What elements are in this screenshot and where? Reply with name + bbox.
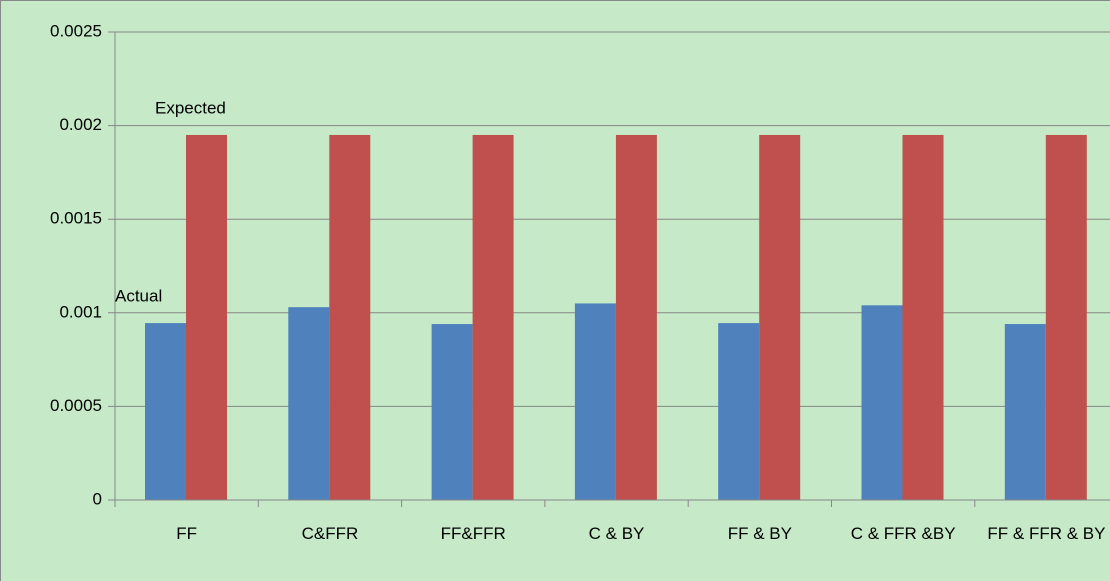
bar [902, 134, 944, 500]
y-tick-label: 0.001 [59, 302, 102, 321]
y-tick-label: 0.0015 [50, 209, 102, 228]
series-label: Expected [155, 98, 226, 117]
bar [759, 134, 801, 500]
bar [145, 323, 186, 500]
bar [574, 303, 616, 500]
bar [615, 134, 657, 500]
bar [861, 305, 903, 500]
x-tick-label: FF&FFR [440, 524, 506, 543]
bar [1045, 134, 1087, 500]
bar [431, 324, 473, 500]
series-label: Actual [115, 287, 162, 306]
x-tick-label: FF & BY [727, 524, 792, 543]
x-tick-label: FF [176, 524, 198, 543]
y-tick-label: 0.002 [59, 115, 102, 134]
x-tick-label: C & BY [588, 524, 645, 543]
bar [718, 323, 760, 500]
x-tick-label: C&FFR [301, 524, 359, 543]
y-tick-label: 0.0005 [50, 396, 102, 415]
y-tick-label: 0.0025 [50, 21, 102, 40]
bar [288, 307, 330, 500]
y-tick-label: 0 [93, 489, 102, 508]
bar [329, 134, 371, 500]
bar [186, 134, 227, 500]
bar [1004, 324, 1046, 500]
x-tick-label: C & FFR &BY [850, 524, 956, 543]
bar [472, 134, 514, 500]
x-tick-label: FF & FFR & BY [987, 524, 1106, 543]
